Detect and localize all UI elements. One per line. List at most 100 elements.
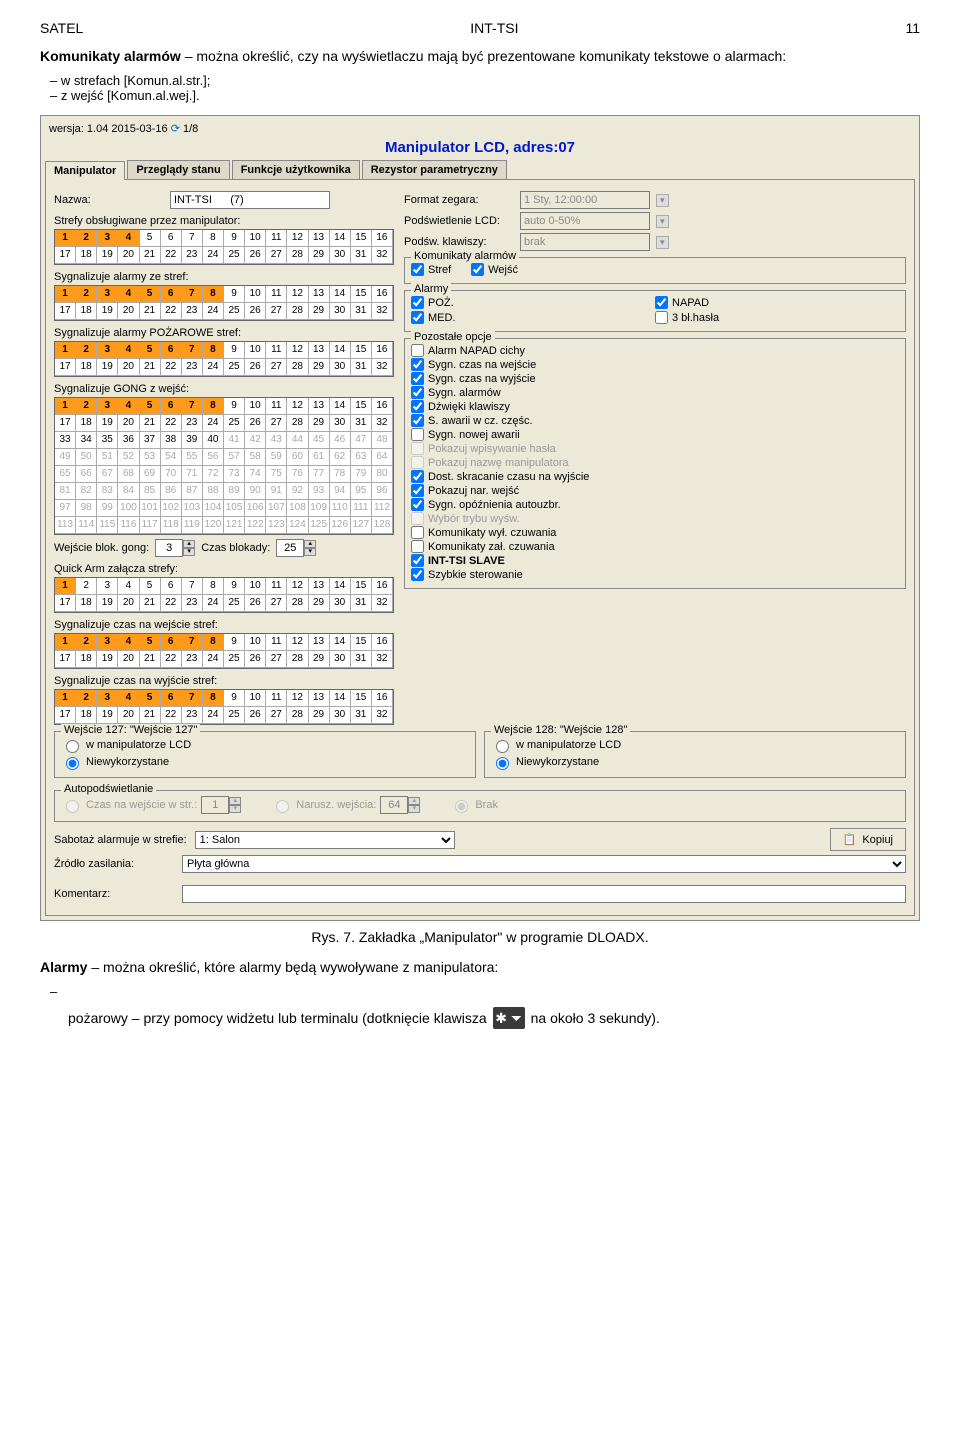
grid-cell[interactable]: 26: [245, 707, 266, 724]
grid-cell[interactable]: 32: [372, 415, 393, 432]
grid-cell[interactable]: 32: [372, 303, 393, 320]
grid-cell[interactable]: 110: [330, 500, 351, 517]
grid-cell[interactable]: 28: [287, 415, 308, 432]
checkbox-option[interactable]: Pokazuj nar. wejść: [411, 484, 899, 497]
grid-cell[interactable]: 13: [309, 578, 330, 595]
grid-cell[interactable]: 14: [330, 342, 351, 359]
grid-cell[interactable]: 19: [97, 359, 118, 376]
grid-cell[interactable]: 1: [55, 230, 76, 247]
grid-cell[interactable]: 16: [372, 398, 393, 415]
radio[interactable]: [496, 740, 509, 753]
grid-cell[interactable]: 18: [76, 359, 97, 376]
grid-cell[interactable]: 18: [76, 415, 97, 432]
grid-cell[interactable]: 70: [161, 466, 182, 483]
grid-cell[interactable]: 26: [245, 415, 266, 432]
up-icon[interactable]: ▴: [183, 540, 195, 548]
grid-cell[interactable]: 53: [140, 449, 161, 466]
grid-cell[interactable]: 105: [224, 500, 245, 517]
grid-cell[interactable]: 82: [76, 483, 97, 500]
checkbox-option[interactable]: Sygn. alarmów: [411, 386, 899, 399]
grid-cell[interactable]: 15: [351, 230, 372, 247]
grid-cell[interactable]: 28: [287, 651, 308, 668]
grid-cell[interactable]: 32: [372, 247, 393, 264]
grid-cell[interactable]: 19: [97, 707, 118, 724]
checkbox[interactable]: [411, 296, 424, 309]
grid-cell[interactable]: 121: [224, 517, 245, 534]
tab-reviews[interactable]: Przeglądy stanu: [127, 160, 229, 179]
grid-cell[interactable]: 13: [309, 690, 330, 707]
grid-cell[interactable]: 17: [55, 595, 76, 612]
grid-cell[interactable]: 4: [118, 230, 139, 247]
grid-cell[interactable]: 101: [140, 500, 161, 517]
grid-cell[interactable]: 52: [118, 449, 139, 466]
grid-cell[interactable]: 5: [140, 690, 161, 707]
grid-cell[interactable]: 59: [266, 449, 287, 466]
grid-cell[interactable]: 16: [372, 230, 393, 247]
grid-cell[interactable]: 1: [55, 398, 76, 415]
grid-cell[interactable]: 5: [140, 398, 161, 415]
grid-cell[interactable]: 119: [182, 517, 203, 534]
grid-cell[interactable]: 7: [182, 230, 203, 247]
grid-cell[interactable]: 13: [309, 286, 330, 303]
grid-cell[interactable]: 25: [224, 359, 245, 376]
grid-cell[interactable]: 3: [97, 230, 118, 247]
grid-cell[interactable]: 1: [55, 286, 76, 303]
grid-cell[interactable]: 21: [140, 707, 161, 724]
grid-cell[interactable]: 40: [203, 432, 224, 449]
sabotage-select[interactable]: 1: Salon: [195, 831, 455, 849]
down-icon[interactable]: ▾: [183, 548, 195, 556]
grid-cell[interactable]: 4: [118, 578, 139, 595]
grid-cell[interactable]: 46: [330, 432, 351, 449]
grid-cell[interactable]: 4: [118, 690, 139, 707]
checkbox[interactable]: [411, 311, 424, 324]
checkbox[interactable]: [411, 540, 424, 553]
grid-cell[interactable]: 12: [287, 342, 308, 359]
grid-cell[interactable]: 27: [266, 595, 287, 612]
grid-cell[interactable]: 16: [372, 690, 393, 707]
grid-cell[interactable]: 106: [245, 500, 266, 517]
grid-cell[interactable]: 15: [351, 342, 372, 359]
checkbox-option[interactable]: Sygn. nowej awarii: [411, 428, 899, 441]
grid-cell[interactable]: 23: [182, 359, 203, 376]
up-icon[interactable]: ▴: [304, 540, 316, 548]
grid-cell[interactable]: 114: [76, 517, 97, 534]
grid-cell[interactable]: 26: [245, 303, 266, 320]
grid-cell[interactable]: 10: [245, 342, 266, 359]
radio-option[interactable]: w manipulatorze LCD: [491, 737, 899, 753]
grid-cell[interactable]: 11: [266, 398, 287, 415]
grid-cell[interactable]: 4: [118, 398, 139, 415]
grid-cell[interactable]: 7: [182, 342, 203, 359]
radio[interactable]: [66, 757, 79, 770]
grid-cell[interactable]: 31: [351, 415, 372, 432]
grid-cell[interactable]: 30: [330, 247, 351, 264]
grid-cell[interactable]: 11: [266, 578, 287, 595]
grid-cell[interactable]: 104: [203, 500, 224, 517]
grid-cell[interactable]: 29: [309, 707, 330, 724]
grid-cell[interactable]: 31: [351, 303, 372, 320]
grid-cell[interactable]: 127: [351, 517, 372, 534]
grid-cell[interactable]: 10: [245, 286, 266, 303]
grid-cell[interactable]: 20: [118, 303, 139, 320]
grid-cell[interactable]: 49: [55, 449, 76, 466]
grid-cell[interactable]: 122: [245, 517, 266, 534]
grid-cell[interactable]: 14: [330, 634, 351, 651]
checkbox-option[interactable]: Komunikaty wył. czuwania: [411, 526, 899, 539]
grid-cell[interactable]: 64: [372, 449, 393, 466]
checkbox[interactable]: [471, 263, 484, 276]
checkbox[interactable]: [411, 400, 424, 413]
grid-cell[interactable]: 9: [224, 690, 245, 707]
grid-cell[interactable]: 69: [140, 466, 161, 483]
checkbox-option[interactable]: Stref: [411, 263, 451, 276]
checkbox[interactable]: [411, 386, 424, 399]
checkbox-option[interactable]: Dźwięki klawiszy: [411, 400, 899, 413]
grid-cell[interactable]: 4: [118, 286, 139, 303]
grid-cell[interactable]: 84: [118, 483, 139, 500]
grid-cell[interactable]: 37: [140, 432, 161, 449]
checkbox-option[interactable]: Komunikaty zał. czuwania: [411, 540, 899, 553]
grid-cell[interactable]: 94: [330, 483, 351, 500]
checkbox-option[interactable]: NAPAD: [655, 296, 899, 309]
checkbox[interactable]: [411, 568, 424, 581]
grid-cell[interactable]: 9: [224, 398, 245, 415]
gong-block-input[interactable]: [155, 539, 183, 557]
grid-cell[interactable]: 39: [182, 432, 203, 449]
